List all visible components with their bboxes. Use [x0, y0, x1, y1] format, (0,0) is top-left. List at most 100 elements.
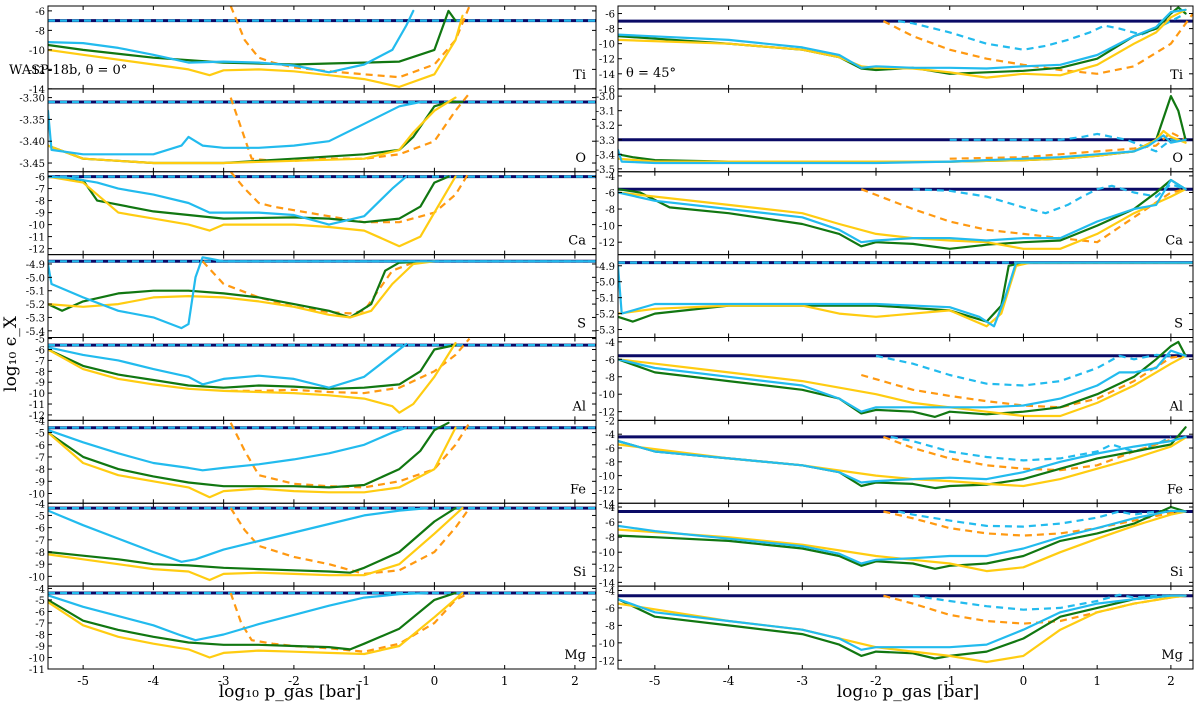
series-line-orange-dashed [883, 435, 1186, 472]
panel-frame [47, 502, 597, 587]
y-tick-label: -10 [29, 572, 45, 583]
x-tick-label: 2 [571, 674, 579, 688]
series-line-yellow [48, 341, 457, 414]
y-tick-label: -12 [599, 485, 615, 496]
y-tick-label: -8 [605, 25, 615, 36]
series-group [618, 505, 1193, 573]
panel-frame [47, 254, 597, 338]
y-tick-label: -10 [29, 46, 45, 57]
y-tick-label: -12 [599, 656, 615, 667]
panel-frame [47, 337, 597, 421]
series-line-cyan-dashed [912, 183, 1186, 215]
y-tick-label: -6 [35, 607, 45, 618]
series-line-green [618, 261, 1193, 323]
series-line-cyan [48, 100, 422, 156]
y-tick-label: -7 [35, 453, 45, 464]
series-line-green [48, 344, 457, 390]
y-tick-label: -8 [605, 533, 615, 544]
y-tick-label: -5.3 [26, 313, 45, 324]
y-tick-label: -9 [35, 209, 45, 220]
series-line-yellow [48, 507, 464, 582]
series-line-yellow [48, 426, 457, 499]
y-tick-label: -11 [29, 400, 45, 411]
series-line-orange-dashed [229, 592, 470, 653]
series-line-yellow [48, 14, 464, 88]
series-line-yellow [618, 510, 1187, 573]
y-tick-label: -8 [35, 26, 45, 37]
y-tick-label: -4 [605, 172, 615, 183]
panel-frame [617, 585, 1194, 670]
element-label-si: Si [1170, 565, 1183, 580]
series-line-yellow [618, 354, 1187, 418]
y-tick-label: -2 [605, 416, 615, 427]
series-line-green [618, 505, 1187, 570]
series-line-cyan [618, 594, 1187, 651]
series-group [618, 261, 1193, 328]
series-line-orange-dashed [229, 507, 471, 575]
y-tick-label: -10 [599, 222, 615, 233]
series-group [618, 6, 1193, 79]
x-axis-label-left: log₁₀ p_gas [bar] [219, 682, 362, 702]
series-line-green [48, 175, 450, 224]
y-tick-label: -8 [605, 621, 615, 632]
y-tick-label: -5.2 [26, 300, 45, 311]
series-line-green [618, 340, 1187, 418]
y-tick-label: -12 [599, 563, 615, 574]
series-line-yellow [48, 260, 436, 319]
y-tick-label: -7 [35, 536, 45, 547]
panel-theta-0-s: -4.9 -5.0 -5.1 -5.2 -5.3 -5.4 S [26, 254, 597, 338]
y-tick-label: -16 [599, 85, 615, 96]
panel-theta-45-si: -4 -6 -8 -10 -12 -14 Si [599, 502, 1194, 589]
panel-frame [617, 254, 1194, 338]
y-tick-label: -6 [35, 524, 45, 535]
y-tick-label: -14 [599, 499, 615, 510]
y-tick-label: -5 [35, 596, 45, 607]
panel-theta-45-mg: -4 -6 -8 -10 -12 Mg [599, 585, 1194, 670]
y-tick-label: -3.3 [596, 136, 615, 147]
panel-theta-45-ca: -4 -6 -8 -10 -12 Ca [599, 171, 1194, 256]
element-label-mg: Mg [1161, 648, 1183, 663]
y-tick-label: -8 [605, 458, 615, 469]
y-tick-label: -14 [29, 85, 45, 96]
series-line-yellow [618, 129, 1187, 163]
element-label-ti: Ti [573, 68, 586, 83]
series-group [618, 95, 1193, 165]
series-line-cyan [48, 507, 429, 563]
element-label-o: O [1172, 151, 1183, 166]
series-line-cyan [48, 591, 429, 642]
series-line-orange-dashed [860, 354, 1186, 409]
panel-theta-0-fe: -4 -5-6-7-8-9 -10 Fe [29, 416, 597, 504]
y-tick-label: -11 [29, 233, 45, 244]
y-tick-label: -9 [35, 378, 45, 389]
y-tick-label: -3.4 [596, 150, 615, 161]
series-line-yellow [618, 188, 1187, 250]
y-tick-label: -3.5 [596, 165, 615, 176]
y-tick-label: -4 [605, 503, 615, 514]
series-group [618, 340, 1193, 418]
panel-frame [47, 585, 597, 670]
panel-theta-0-ca: -6-7-8-9-10-11-12 Ca [29, 171, 597, 256]
x-tick-label: 0 [1020, 674, 1028, 688]
y-tick-label: -8 [35, 197, 45, 208]
panel-theta-45-fe: -2 -4 -6 -8 -10 -12 -14 Fe [599, 416, 1194, 510]
y-tick-label: -9 [35, 560, 45, 571]
series-line-green [48, 507, 457, 574]
x-tick-label: -4 [723, 674, 735, 688]
y-axis-label: log₁₀ ϵ_X [1, 315, 21, 392]
y-tick-label: -4.9 [26, 260, 45, 271]
y-tick-label: -9 [35, 477, 45, 488]
y-tick-label: -6 [605, 518, 615, 529]
series-line-green [48, 260, 436, 319]
y-tick-label: -5.1 [26, 287, 45, 298]
panel-theta-0-mg: -4-5-6-7-8-9-10-11 Mg [29, 584, 597, 676]
y-tick-label: -6 [605, 355, 615, 366]
y-tick-label: -3.2 [596, 121, 615, 132]
panel-theta-45-s: -4.9 -5.0 -5.1 -5.2 -5.3 S [596, 254, 1194, 338]
y-tick-label: -5 [35, 511, 45, 522]
y-tick-label: -3.1 [596, 107, 615, 118]
series-line-cyan [618, 178, 1187, 244]
x-tick-label: -3 [796, 674, 808, 688]
y-tick-label: -10 [29, 389, 45, 400]
y-tick-label: -6 [605, 188, 615, 199]
series-line-cyan-dashed [912, 593, 1171, 611]
